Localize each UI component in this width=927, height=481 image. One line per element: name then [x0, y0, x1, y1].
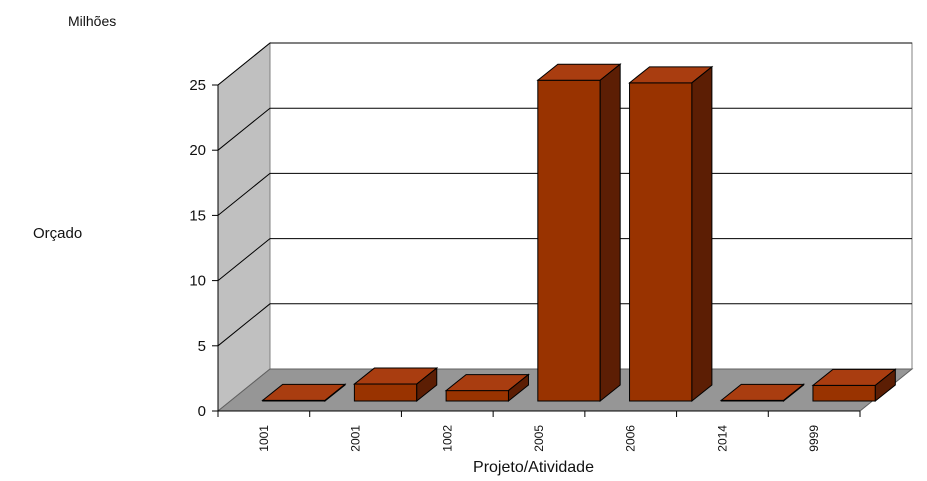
bar	[719, 383, 806, 403]
bar-side	[416, 367, 438, 403]
y-tick-label: 25	[189, 77, 206, 94]
bar	[261, 383, 347, 403]
bar	[444, 373, 530, 403]
bar-front	[445, 390, 509, 402]
bar-side	[874, 368, 896, 403]
x-axis: 1001 2001 1002 2005 2006 2014 9999	[217, 410, 861, 452]
y-axis-title: Orçado	[33, 225, 83, 242]
y-tick-label: 15	[189, 207, 206, 224]
bar	[811, 368, 897, 403]
bar	[352, 367, 439, 403]
bar-side	[324, 383, 346, 403]
bar-front	[812, 384, 876, 402]
x-tick-label: 2001	[349, 425, 363, 452]
bar-front	[537, 79, 601, 402]
bar-side	[507, 373, 529, 403]
y-tick-label: 20	[189, 142, 206, 159]
bar-front	[629, 82, 693, 402]
unit-label: Milhões	[68, 13, 117, 29]
x-tick-label: 2005	[532, 425, 546, 452]
x-tick-label: 2014	[715, 425, 729, 452]
x-tick-label: 1001	[257, 425, 271, 452]
bar	[536, 63, 622, 403]
bar	[628, 65, 714, 403]
y-axis: 0 5 10 15 20 25	[189, 77, 219, 420]
y-tick-label: 5	[198, 338, 206, 355]
bar-side	[691, 65, 713, 403]
y-tick-label: 10	[189, 273, 206, 290]
side-wall	[217, 41, 271, 413]
bars	[261, 63, 897, 403]
x-tick-label: 2006	[624, 425, 638, 452]
bar-front	[353, 383, 418, 402]
x-tick-label: 1002	[440, 425, 454, 452]
bar-side	[599, 63, 621, 403]
bar-side	[783, 383, 805, 403]
gridline	[217, 42, 912, 86]
x-tick-label: 9999	[807, 425, 821, 452]
x-axis-title: Projeto/Atividade	[473, 459, 594, 476]
y-tick-label: 0	[198, 403, 206, 420]
